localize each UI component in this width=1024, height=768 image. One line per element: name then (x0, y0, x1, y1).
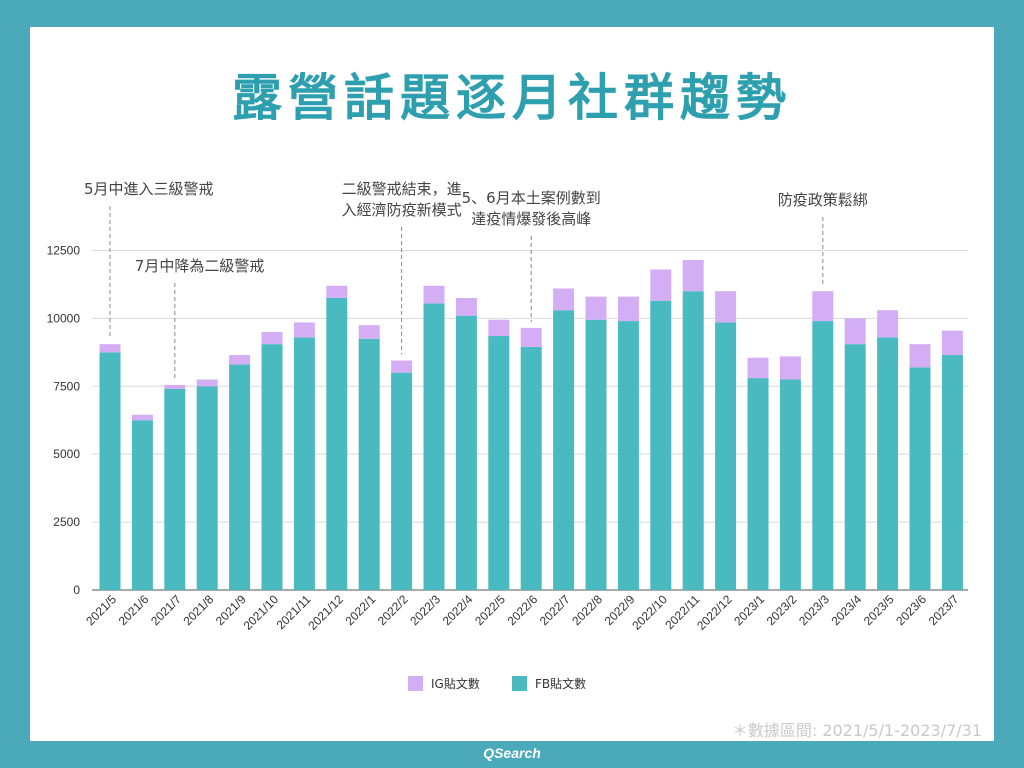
bar-ig (99, 344, 121, 353)
bar-fb (747, 378, 769, 590)
y-tick-label: 12500 (47, 243, 81, 257)
bar-fb (164, 388, 186, 590)
x-tick-label: 2022/2 (375, 592, 411, 628)
bar-fb (585, 319, 607, 590)
x-tick-label: 2023/3 (796, 592, 832, 628)
bar-ig (455, 297, 477, 316)
bar-ig (196, 379, 218, 387)
bar-fb (779, 379, 801, 590)
annotation-text: 7月中降為二級警戒 (135, 257, 265, 275)
annotation-text: 防疫政策鬆綁 (778, 191, 868, 209)
legend-ig-label: IG貼文數 (431, 676, 480, 691)
y-tick-label: 2500 (53, 515, 80, 529)
y-tick-label: 0 (73, 583, 80, 597)
bar-ig (682, 259, 704, 292)
x-tick-label: 2023/7 (926, 592, 962, 628)
y-tick-label: 5000 (53, 447, 80, 461)
bar-ig (585, 296, 607, 320)
x-tick-label: 2021/8 (180, 592, 216, 628)
bar-ig (747, 357, 769, 379)
bar-ig (715, 291, 737, 323)
x-tick-label: 2022/8 (569, 592, 605, 628)
y-tick-label: 10000 (47, 311, 81, 325)
x-tick-label: 2022/10 (629, 592, 670, 633)
bar-ig (391, 360, 413, 373)
x-tick-label: 2021/7 (148, 592, 184, 628)
y-tick-label: 7500 (53, 379, 80, 393)
bar-fb (99, 352, 121, 590)
x-tick-label: 2022/1 (342, 592, 378, 628)
annotation-text: 5、6月本土案例數到 (462, 189, 601, 207)
annotation-text: 5月中進入三級警戒 (84, 180, 214, 198)
annotation-text: 入經濟防疫新模式 (342, 201, 462, 219)
bar-fb (358, 338, 380, 590)
annotation-text: 二級警戒結束，進 (342, 180, 462, 198)
bar-ig (909, 344, 931, 368)
x-tick-label: 2021/10 (241, 592, 282, 633)
bar-fb (909, 367, 931, 590)
bar-ig (261, 331, 283, 345)
bar-fb (650, 300, 672, 590)
page-title: 露營話題逐月社群趨勢 (232, 69, 792, 127)
bar-fb (520, 346, 542, 590)
bar-fb (196, 386, 218, 590)
x-tick-label: 2021/5 (83, 592, 119, 628)
annotation-text: 達疫情爆發後高峰 (471, 210, 591, 228)
x-tick-label: 2023/6 (893, 592, 929, 628)
bar-ig (520, 327, 542, 347)
legend-fb-swatch (512, 676, 527, 691)
legend-ig-swatch (408, 676, 423, 691)
x-tick-label: 2021/12 (305, 592, 346, 633)
x-tick-label: 2023/2 (764, 592, 800, 628)
content-card (30, 27, 994, 741)
bar-ig (617, 296, 639, 322)
bar-ig (877, 310, 899, 338)
data-range-note: ＊數據區間: 2021/5/1-2023/7/31 (731, 721, 982, 740)
bar-fb (229, 364, 251, 590)
bar-ig (941, 330, 963, 356)
bar-ig (326, 285, 348, 298)
x-tick-label: 2022/7 (537, 592, 573, 628)
bar-fb (715, 322, 737, 590)
bar-fb (617, 321, 639, 590)
x-tick-label: 2022/6 (504, 592, 540, 628)
bar-fb (812, 321, 834, 590)
x-tick-label: 2023/1 (731, 592, 767, 628)
bar-fb (553, 310, 575, 590)
bar-ig (164, 384, 186, 389)
x-tick-label: 2022/4 (440, 592, 476, 628)
bar-ig (293, 322, 315, 338)
bar-ig (423, 285, 445, 304)
bar-fb (326, 297, 348, 590)
bar-fb (941, 355, 963, 590)
x-tick-label: 2023/4 (828, 592, 864, 628)
bar-fb (261, 344, 283, 590)
x-tick-label: 2022/12 (694, 592, 735, 633)
x-tick-label: 2021/6 (116, 592, 152, 628)
bar-ig (488, 319, 510, 337)
bar-ig (553, 288, 575, 311)
bar-ig (229, 355, 251, 365)
x-tick-label: 2022/5 (472, 592, 508, 628)
legend-fb-label: FB貼文數 (535, 676, 586, 691)
bar-fb (391, 372, 413, 590)
bar-ig (358, 325, 380, 339)
bar-ig (812, 291, 834, 322)
bar-ig (779, 356, 801, 380)
bar-fb (131, 420, 153, 590)
bar-fb (455, 315, 477, 590)
bar-fb (423, 303, 445, 590)
bar-fb (844, 344, 866, 590)
bar-fb (488, 336, 510, 590)
bar-fb (293, 337, 315, 590)
x-tick-label: 2022/3 (407, 592, 443, 628)
bar-fb (877, 337, 899, 590)
brand-footer: QSearch (483, 745, 541, 761)
bar-fb (682, 291, 704, 590)
x-tick-label: 2023/5 (861, 592, 897, 628)
bar-ig (650, 269, 672, 301)
bar-ig (844, 318, 866, 345)
bar-ig (131, 414, 153, 421)
